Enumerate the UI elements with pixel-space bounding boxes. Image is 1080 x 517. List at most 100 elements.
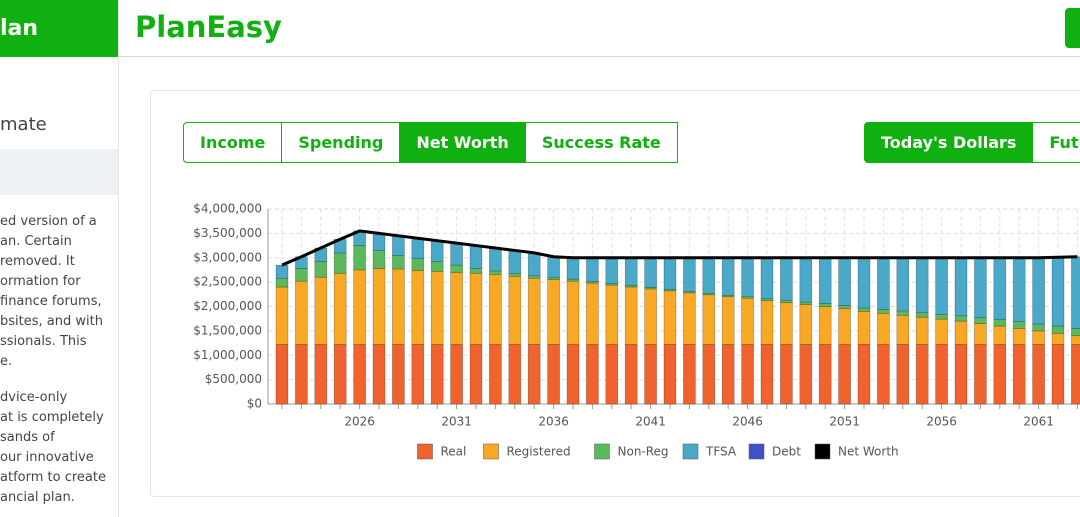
y-tick-label: $3,500,000: [193, 226, 262, 240]
bar-segment: [1012, 344, 1026, 405]
bar-segment: [644, 288, 657, 345]
legend-swatch: [483, 443, 499, 460]
bar-segment: [547, 344, 560, 405]
x-tick-label: 2061: [1023, 415, 1054, 429]
bar-segment: [430, 240, 444, 262]
bar-segment: [372, 344, 386, 405]
bar-segment: [974, 317, 987, 324]
legend-label: Debt: [772, 445, 801, 459]
bar-segment: [799, 301, 813, 305]
sidebar-highlight: [0, 149, 118, 195]
bar-segment: [877, 344, 890, 405]
bar-segment: [275, 286, 289, 345]
bar-segment: [1071, 256, 1080, 329]
bar-segment: [993, 344, 1007, 405]
bar-segment: [780, 302, 793, 345]
bar-segment: [818, 306, 832, 345]
bar-segment: [1032, 257, 1045, 325]
bar-segment: [896, 344, 910, 405]
bar-segment: [760, 344, 774, 405]
sidebar: lan mate ed version of a an. Certain remov…: [0, 0, 119, 517]
legend-label: Net Worth: [838, 445, 899, 459]
bar-segment: [877, 313, 890, 345]
bar-segment: [411, 258, 425, 271]
x-tick-label: 2041: [635, 415, 666, 429]
bar-segment: [877, 309, 890, 314]
legend-swatch: [682, 443, 699, 460]
bar-segment: [974, 344, 987, 405]
bar-segment: [295, 268, 308, 282]
bar-segment: [1051, 325, 1065, 334]
sidebar-line: ormation for: [0, 274, 81, 289]
bar-segment: [644, 257, 657, 288]
bar-segment: [430, 344, 444, 405]
bar-segment: [450, 242, 463, 266]
bar-segment: [450, 264, 463, 273]
bar-segment: [818, 344, 832, 405]
bar-segment: [411, 344, 425, 405]
bar-segment: [799, 344, 813, 405]
y-tick-label: $4,000,000: [193, 202, 262, 216]
bar-segment: [1032, 344, 1045, 405]
toggle-option[interactable]: Future: [1032, 122, 1080, 163]
tab[interactable]: Spending: [281, 122, 401, 163]
bar-segment: [372, 250, 386, 269]
sidebar-line: at is completely: [0, 410, 104, 425]
bar-segment: [1071, 328, 1080, 337]
bar-segment: [915, 344, 929, 405]
sidebar-line: ssionals. This: [0, 334, 87, 349]
bar-segment: [721, 257, 735, 296]
y-tick-label: $0: [247, 397, 262, 411]
bar-segment: [566, 280, 580, 345]
bar-segment: [857, 307, 871, 312]
bar-segment: [333, 273, 347, 345]
tab[interactable]: Income: [183, 122, 283, 163]
bar-segment: [1051, 256, 1065, 327]
bar-segment: [586, 282, 599, 345]
brand[interactable]: lan: [0, 0, 118, 57]
app-title: PlanEasy: [135, 10, 282, 44]
bar-segment: [566, 344, 580, 405]
bar-segment: [411, 270, 425, 345]
bar-segment: [469, 245, 483, 269]
bar-segment: [993, 325, 1007, 345]
bar-segment: [489, 344, 502, 405]
bar-segment: [935, 318, 948, 345]
bar-segment: [896, 314, 910, 345]
toggle-option[interactable]: Today's Dollars: [864, 122, 1034, 163]
bar-segment: [663, 344, 677, 405]
bar-segment: [430, 271, 444, 345]
sidebar-line: our innovative: [0, 450, 94, 465]
bar-segment: [993, 257, 1007, 320]
bar-segment: [624, 344, 638, 405]
bar-segment: [838, 344, 851, 405]
tab[interactable]: Success Rate: [524, 122, 678, 163]
bar-segment: [741, 344, 754, 405]
bar-segment: [450, 344, 463, 405]
bar-segment: [993, 319, 1007, 327]
bar-segment: [392, 255, 405, 270]
bar-segment: [527, 252, 541, 277]
bar-segment: [799, 304, 813, 345]
legend-swatch: [814, 443, 831, 460]
bar-segment: [663, 257, 677, 290]
legend-label: Real: [441, 445, 467, 459]
header-button[interactable]: [1065, 8, 1080, 48]
bar-segment: [392, 268, 405, 345]
bar-segment: [469, 273, 483, 345]
bar-segment: [275, 344, 289, 405]
bar-segment: [741, 297, 754, 345]
tab[interactable]: Net Worth: [399, 122, 526, 163]
bar-segment: [624, 286, 638, 345]
bar-segment: [372, 268, 386, 345]
bar-segment: [314, 261, 328, 278]
bar-segment: [314, 344, 328, 405]
bar-segment: [527, 277, 541, 345]
bar-segment: [547, 256, 560, 278]
bar-segment: [818, 257, 832, 304]
bar-segment: [702, 344, 716, 405]
x-tick-label: 2031: [441, 415, 472, 429]
x-tick-label: 2046: [732, 415, 763, 429]
bar-segment: [1071, 335, 1080, 345]
